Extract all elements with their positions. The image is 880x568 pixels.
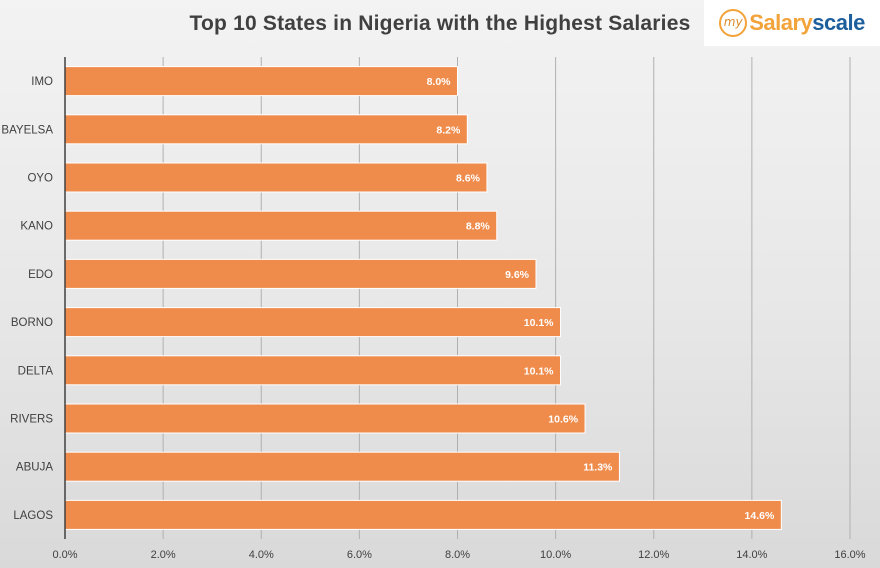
x-tick-label: 6.0% xyxy=(347,549,372,561)
bar xyxy=(64,210,498,241)
y-category-label: IMO xyxy=(31,76,53,88)
x-tick-label: 2.0% xyxy=(151,549,176,561)
bar-value-label: 10.6% xyxy=(548,414,578,426)
y-category-label: DELTA xyxy=(18,365,54,377)
x-tick-label: 14.0% xyxy=(736,549,767,561)
bar-value-label: 11.3% xyxy=(583,462,613,474)
bar-value-label: 8.2% xyxy=(436,124,461,136)
y-category-label: BORNO xyxy=(11,317,53,329)
bar-value-label: 8.8% xyxy=(466,221,491,233)
x-tick-label: 10.0% xyxy=(540,549,571,561)
y-category-label: KANO xyxy=(20,221,53,233)
bars: 8.0% 8.2% 8.6% 8.8% 9.6% 10.1% 10.1% 10.6% 11.3%… xyxy=(64,66,782,530)
x-tick-label: 4.0% xyxy=(249,549,274,561)
bar xyxy=(64,403,586,434)
bar-value-label: 8.0% xyxy=(427,76,452,88)
x-tick-label: 0.0% xyxy=(52,549,77,561)
logo-word-scale: scale xyxy=(812,10,865,35)
bar xyxy=(64,66,458,97)
y-category-label: BAYELSA xyxy=(1,124,53,136)
bar xyxy=(64,355,562,386)
bar-value-label: 8.6% xyxy=(456,173,481,185)
x-tick-label: 8.0% xyxy=(445,549,470,561)
y-category-label: EDO xyxy=(28,269,53,281)
bar xyxy=(64,451,620,482)
bar-value-label: 14.6% xyxy=(745,510,775,522)
bar xyxy=(64,114,468,145)
y-category-label: OYO xyxy=(27,173,53,185)
x-tick-label: 12.0% xyxy=(638,549,669,561)
bar xyxy=(64,307,562,338)
chart-title: Top 10 States in Nigeria with the Highes… xyxy=(189,12,691,35)
y-category-label: ABUJA xyxy=(16,462,53,474)
y-category-label: RIVERS xyxy=(10,414,53,426)
bar-value-label: 9.6% xyxy=(505,269,530,281)
x-tick-label: 16.0% xyxy=(834,549,865,561)
logo-word-salary: Salary xyxy=(749,10,813,35)
bar-value-label: 10.1% xyxy=(524,317,554,329)
mysalaryscale-logo: my Salaryscale xyxy=(704,0,880,46)
logo-wordmark: Salaryscale xyxy=(749,10,865,36)
bar xyxy=(64,162,488,193)
axes: 0.0% 2.0% 4.0% 6.0% 8.0% 10.0% 12.0% 14.0% 16.0%… xyxy=(1,57,866,561)
y-category-label: LAGOS xyxy=(13,510,53,522)
bar xyxy=(64,258,537,289)
bar-value-label: 10.1% xyxy=(524,365,554,377)
logo-my-badge: my xyxy=(719,9,748,37)
bar xyxy=(64,499,782,530)
